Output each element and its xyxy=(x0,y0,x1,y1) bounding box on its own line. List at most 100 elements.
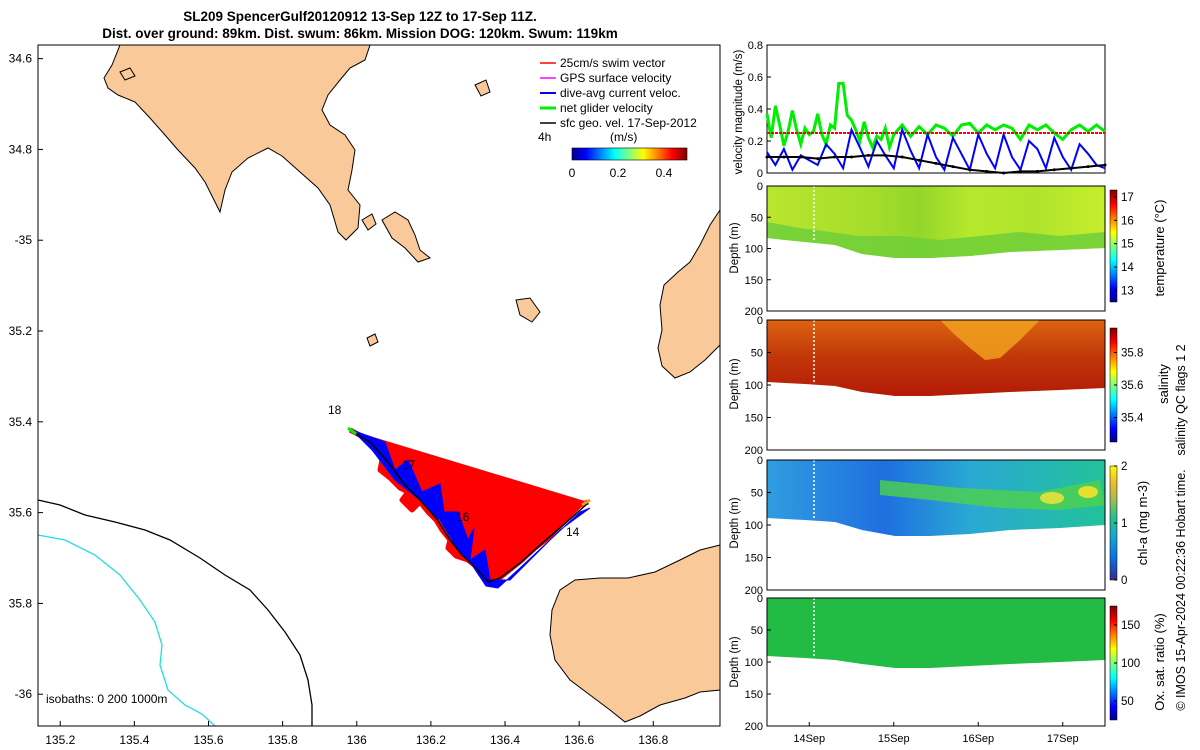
vector-scale-label: 4h xyxy=(538,130,551,144)
map-xtick-label: 136 xyxy=(347,733,367,747)
velocity-dive-line xyxy=(766,126,1106,173)
land-yorke-peninsula xyxy=(103,44,371,241)
cbar-tick-label: 100 xyxy=(1121,658,1140,670)
map-xtick-label: 136.4 xyxy=(490,733,520,747)
depth-ytick-label: 100 xyxy=(745,380,763,392)
temperature-deep-layer xyxy=(767,222,1105,258)
salinity-field xyxy=(767,320,1105,396)
map-xtick-label: 135.4 xyxy=(119,733,149,747)
time-xtick-label: 14Sep xyxy=(793,733,825,745)
land-islet-d xyxy=(515,297,541,323)
cbar-tick-label: 0 xyxy=(1121,575,1127,587)
cbar-tick-label: 2 xyxy=(1121,461,1127,473)
isobaths-label: isobaths: 0 200 1000m xyxy=(46,692,167,706)
map-cbar-tick-label: 0.4 xyxy=(656,166,673,180)
map-cbar-tick-label: 0 xyxy=(569,166,576,180)
velocity-geo-point xyxy=(917,158,921,162)
legend-label-net: net glider velocity xyxy=(560,101,653,115)
temperature-cbar-label: temperature (°C) xyxy=(1152,200,1167,297)
map-xtick-label: 135.8 xyxy=(268,733,298,747)
velocity-geo-point xyxy=(1002,171,1006,175)
map-xtick-label: 135.2 xyxy=(45,733,75,747)
velocity-panel: 0 0.2 0.4 0.6 0.8 velocity magnitude (m/s) xyxy=(733,40,1107,180)
velocity-ytick-label: 0.4 xyxy=(748,104,763,116)
chla-peak-1 xyxy=(1040,492,1064,504)
legend-label-dive: dive-avg current veloc. xyxy=(560,86,681,100)
legend-label-gps: GPS surface velocity xyxy=(560,71,671,85)
footer-credit: © IMOS 15-Apr-2024 00:22:36 Hobart time. xyxy=(1174,469,1188,710)
map-ytick-label: 35.4 xyxy=(9,415,33,429)
day-label-18: 18 xyxy=(328,403,342,417)
map-xtick-label: 136.8 xyxy=(638,733,668,747)
depth-ytick-label: 200 xyxy=(745,721,763,733)
legend-label-swim: 25cm/s swim vector xyxy=(560,56,665,70)
chla-peak-2 xyxy=(1078,486,1098,498)
map-xtick-label: 136.2 xyxy=(416,733,446,747)
depth-ytick-label: 100 xyxy=(745,520,763,532)
velocity-geo-point xyxy=(934,161,938,165)
map-ytick-label: 35.8 xyxy=(9,596,33,610)
time-xtick-label: 16Sep xyxy=(962,733,994,745)
depth-ytick-label: 50 xyxy=(751,488,763,500)
glider-end-marker xyxy=(581,498,591,507)
map-colorbar-unit: (m/s) xyxy=(610,130,637,144)
cbar-tick-label: 16 xyxy=(1121,215,1134,227)
velocity-geo-point xyxy=(765,155,769,159)
land-islet-a xyxy=(361,213,377,231)
cbar-tick-label: 15 xyxy=(1121,239,1134,251)
salinity-panel: 0 50 100 150 200 35.4 35.6 35.8 Depth (m) salin… xyxy=(729,315,1171,457)
depth-ytick-label: 150 xyxy=(745,275,763,287)
depth-ytick-label: 200 xyxy=(745,306,763,318)
depth-ytick-label: 50 xyxy=(751,348,763,360)
isobath-1000m xyxy=(37,534,216,727)
cbar-tick-label: 17 xyxy=(1121,192,1134,204)
land-islet-e xyxy=(366,333,379,347)
map-ytick-label: 34.6 xyxy=(9,52,33,66)
depth-ytick-label: 50 xyxy=(751,625,763,637)
cbar-tick-label: 150 xyxy=(1121,620,1140,632)
chla-ylabel: Depth (m) xyxy=(729,497,741,548)
velocity-geo-point xyxy=(1035,169,1039,173)
velocity-geo-point xyxy=(1086,165,1090,169)
velocity-ytick-label: 0 xyxy=(757,168,763,180)
velocity-ytick-label: 0.8 xyxy=(748,40,763,52)
depth-ytick-label: 100 xyxy=(745,657,763,669)
legend-label-sfc: sfc geo. vel. 17-Sep-2012 xyxy=(560,116,697,130)
oxygen-ylabel: Depth (m) xyxy=(729,636,741,687)
salinity-fresh-lens xyxy=(940,320,1040,360)
map-ytick-label: 35.6 xyxy=(9,506,33,520)
time-xtick-label: 17Sep xyxy=(1047,733,1079,745)
map-cbar-tick-label: 0.2 xyxy=(610,166,627,180)
cbar-tick-label: 1 xyxy=(1121,518,1127,530)
map-xtick-label: 135.6 xyxy=(193,733,223,747)
velocity-geo-point xyxy=(1103,163,1107,167)
velocity-geo-point xyxy=(1052,168,1056,172)
chla-panel: 0 50 100 150 200 0 1 2 Depth (m) chl-a (mg m-3) xyxy=(729,455,1150,597)
depth-ytick-label: 200 xyxy=(745,585,763,597)
velocity-geo-point xyxy=(951,165,955,169)
land-eyre-peninsula xyxy=(657,208,721,379)
velocity-geo-point xyxy=(866,153,870,157)
land-islet-c xyxy=(119,67,136,81)
velocity-geo-point xyxy=(1019,169,1022,173)
depth-ytick-label: 50 xyxy=(751,212,763,224)
map-ytick-label: -35 xyxy=(15,233,33,247)
salinity-cbar-label: salinity xyxy=(1156,364,1171,404)
map-ytick-label: 35.2 xyxy=(9,324,33,338)
map-frame xyxy=(37,44,721,727)
velocity-geo-point xyxy=(883,153,887,157)
velocity-ylabel: velocity magnitude (m/s) xyxy=(733,50,745,175)
temperature-ylabel: Depth (m) xyxy=(729,222,741,273)
map-colorbar xyxy=(571,147,688,161)
velocity-geo-point xyxy=(1069,166,1073,170)
cbar-tick-label: 35.8 xyxy=(1121,347,1143,359)
map-xtick-label: 136.6 xyxy=(564,733,594,747)
velocity-geo-point xyxy=(968,168,972,172)
map-ytick-label: 34.8 xyxy=(9,142,33,156)
glider-track-net xyxy=(349,429,589,583)
velocity-axes xyxy=(766,44,1106,174)
cbar-tick-label: 35.6 xyxy=(1121,380,1143,392)
depth-ytick-label: 150 xyxy=(745,553,763,565)
oxygen-field xyxy=(767,598,1105,668)
